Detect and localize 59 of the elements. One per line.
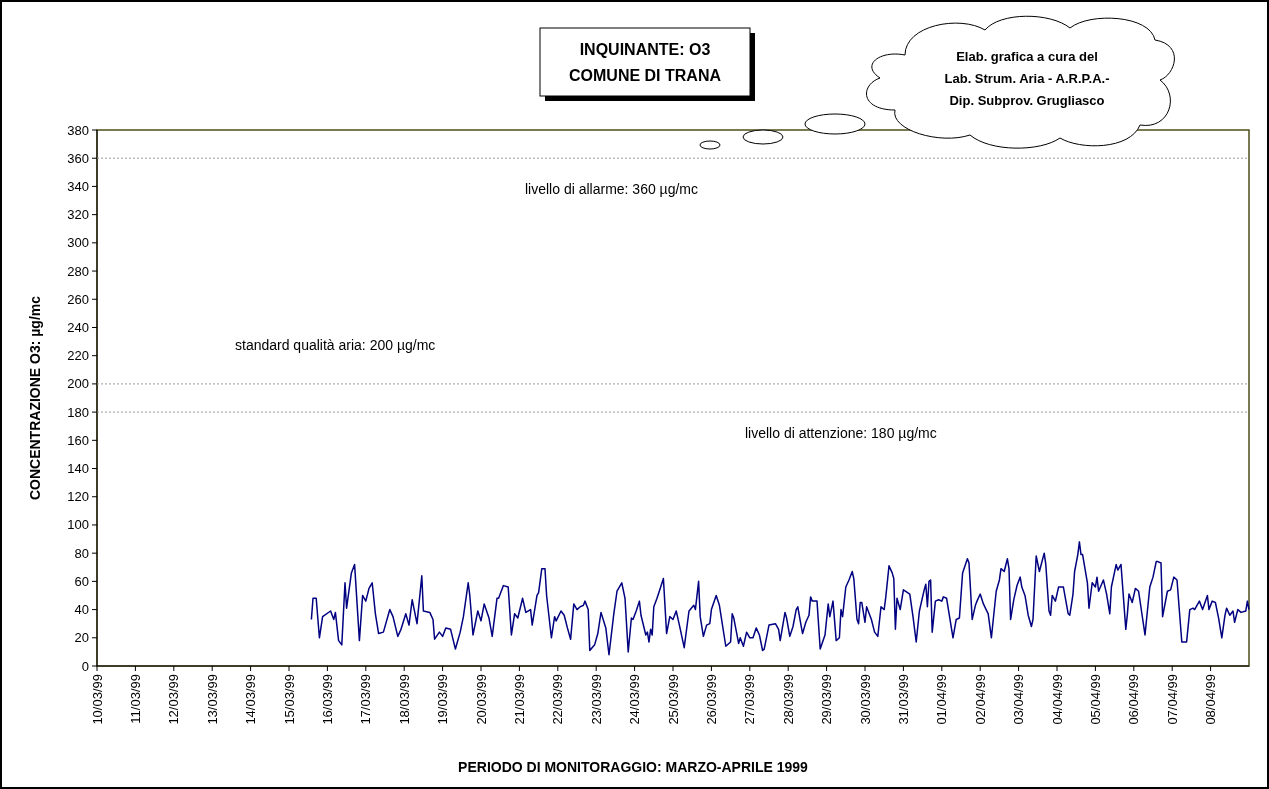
y-tick-label: 0 [81,658,89,674]
y-tick-label: 380 [67,122,89,138]
x-tick-label: 01/04/99 [934,674,950,725]
y-tick-label: 280 [67,263,89,279]
text: Elab. grafica a cura del Lab. Strum. Aria - A.R.P.A.- Dip. Subprov. Grugliasco [944,49,1110,108]
x-tick-label: 25/03/99 [665,674,681,725]
x-tick-label: 07/04/99 [1164,674,1180,725]
y-tick-label: 20 [74,630,89,646]
y-tick-label: 80 [74,545,89,561]
x-tick-label: 22/03/99 [550,674,566,725]
y-tick-label: 340 [67,178,89,194]
x-tick-label: 28/03/99 [780,674,796,725]
ref-line-label: standard qualità aria: 200 µg/mc [235,336,436,353]
chart-subtitle: COMUNE DI TRANA [569,67,722,84]
x-tick-label: 16/03/99 [319,674,335,725]
x-tick-label: 23/03/99 [588,674,604,725]
x-tick-label: 05/04/99 [1087,674,1103,725]
x-tick-label: 12/03/99 [166,674,182,725]
line-series [310,541,1250,656]
y-tick-label: 120 [67,489,89,505]
x-tick-label: 29/03/99 [819,674,835,725]
ref-line-label: livello di allarme: 360 µg/mc [525,181,699,198]
x-tick-label: 13/03/99 [204,674,220,725]
x-tick-label: 18/03/99 [396,674,412,725]
y-tick-label: 200 [67,376,89,392]
x-tick-label: 06/04/99 [1126,674,1142,725]
x-tick-label: 04/04/99 [1049,674,1065,725]
x-tick-label: 14/03/99 [243,674,259,725]
y-tick-label: 100 [67,517,89,533]
y-tick-label: 180 [67,404,89,420]
x-tick-label: 31/03/99 [895,674,911,725]
x-axis-title: PERIODO DI MONITORAGGIO: MARZO-APRILE 1999 [458,759,809,775]
x-tick-label: 21/03/99 [511,674,527,725]
x-tick-label: 15/03/99 [281,674,297,725]
y-tick-label: 160 [67,432,89,448]
x-tick-label: 11/03/99 [127,674,143,724]
x-tick-label: 02/04/99 [972,674,988,725]
x-tick-label: 27/03/99 [742,674,758,725]
y-tick-label: 320 [67,207,89,223]
y-tick-label: 140 [67,461,89,477]
chart-title: INQUINANTE: O3 [579,41,711,58]
x-tick-label: 19/03/99 [435,674,451,725]
x-tick-label: 20/03/99 [473,674,489,725]
y-tick-label: 60 [74,573,89,589]
x-tick-label: 30/03/99 [857,674,873,725]
y-axis-title: CONCENTRAZIONE O3: µg/mc [27,295,43,501]
x-tick-label: 03/04/99 [1011,674,1027,725]
y-tick-label: 300 [67,235,89,251]
y-tick-label: 260 [67,291,89,307]
y-tick-label: 240 [67,320,89,336]
x-tick-label: 10/03/99 [89,674,105,725]
x-tick-label: 24/03/99 [627,674,643,725]
y-tick-label: 40 [74,602,89,618]
ref-line-label: livello di attenzione: 180 µg/mc [745,425,937,442]
y-tick-label: 220 [67,348,89,364]
x-tick-label: 08/04/99 [1203,674,1219,725]
x-tick-label: 26/03/99 [703,674,719,725]
x-tick-label: 17/03/99 [358,674,374,725]
y-tick-label: 360 [67,150,89,166]
